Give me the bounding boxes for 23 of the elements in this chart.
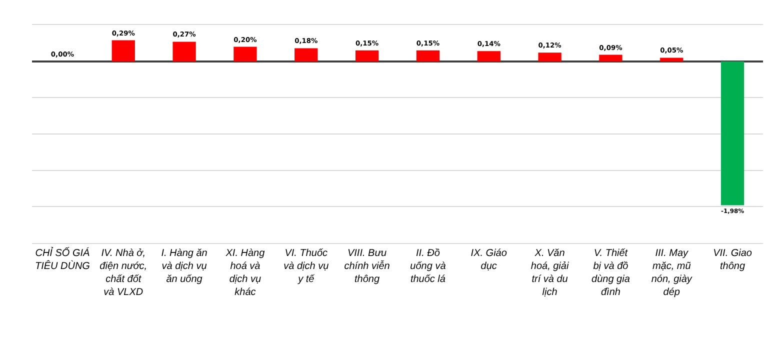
x-tick-label: IX. Giáo dục (470, 248, 508, 272)
x-tick-label: IV. Nhà ở, điện nước, chất đốt và VLXD (100, 248, 148, 298)
bar (477, 51, 500, 62)
x-tick-label: VIII. Bưu chính viễn thông (344, 248, 390, 285)
bar (294, 48, 318, 62)
x-tick-label: II. Đồ uống và thuốc lá (410, 248, 446, 285)
x-tick-label: X. Văn hoá, giải trí và du lịch (530, 248, 570, 298)
bar (660, 58, 684, 62)
bar (172, 42, 196, 62)
x-tick-label: VI. Thuốc và dịch vụ y tế (284, 248, 330, 285)
x-tick-label: III. May mặc, mũ nón, giày dép (651, 248, 693, 298)
bar (355, 50, 379, 62)
x-tick-label: XI. Hàng hoá và dịch vụ khác (224, 248, 266, 298)
bar (538, 52, 562, 62)
bar (416, 50, 440, 62)
x-tick-label: CHỈ SỐ GIÁ TIÊU DÙNG (34, 246, 90, 272)
bar (599, 54, 622, 62)
bar (234, 46, 257, 62)
bar (112, 40, 135, 62)
bar (720, 61, 744, 206)
x-tick-label: I. Hàng ăn và dịch vụ ăn uống (161, 248, 208, 285)
x-tick-label: V. Thiết bị và đồ dùng gia đình (592, 248, 630, 298)
x-tick-label: VII. Giao thông (713, 248, 752, 272)
